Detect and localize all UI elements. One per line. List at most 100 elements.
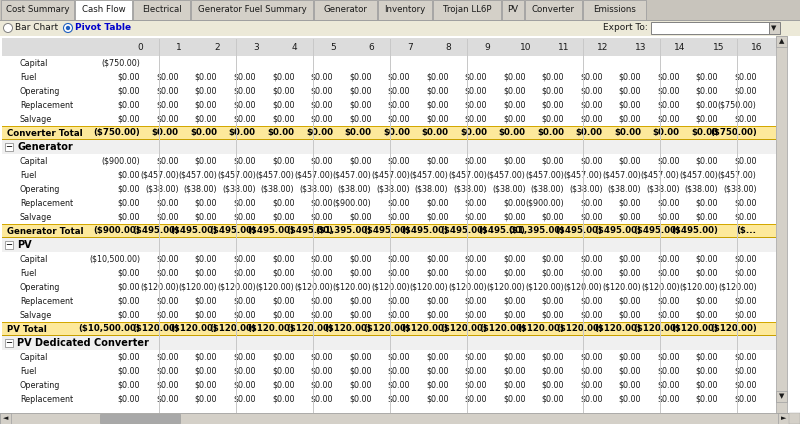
- Text: $0.00: $0.00: [618, 310, 641, 320]
- Text: $0.00: $0.00: [118, 86, 140, 95]
- Text: $0.00: $0.00: [310, 156, 333, 165]
- Text: ($495.00): ($495.00): [594, 226, 641, 235]
- Text: 13: 13: [635, 42, 647, 51]
- Text: ($120.00): ($120.00): [178, 282, 218, 292]
- Text: $0.00: $0.00: [696, 198, 718, 207]
- Bar: [2, 139, 776, 140]
- Text: $0.00: $0.00: [272, 268, 294, 277]
- Text: $0.00: $0.00: [195, 114, 218, 123]
- Text: $0.00: $0.00: [696, 100, 718, 109]
- Text: Replacement: Replacement: [20, 198, 73, 207]
- Text: Salvage: Salvage: [20, 310, 52, 320]
- Bar: [2, 237, 776, 238]
- Text: Converter Total: Converter Total: [7, 128, 82, 137]
- Text: ($120.00): ($120.00): [217, 282, 256, 292]
- Bar: [2, 280, 776, 294]
- Text: ($457.00): ($457.00): [526, 170, 564, 179]
- Text: $0.00: $0.00: [349, 296, 371, 306]
- Text: $0.00: $0.00: [657, 73, 680, 81]
- Text: $0.00: $0.00: [118, 73, 140, 81]
- Text: $0.00: $0.00: [156, 296, 178, 306]
- Text: PV Dedicated Converter: PV Dedicated Converter: [17, 338, 149, 348]
- Bar: [2, 196, 776, 210]
- Text: $0.00: $0.00: [349, 394, 371, 404]
- Text: $0.00: $0.00: [503, 394, 526, 404]
- Text: ($120.00): ($120.00): [718, 282, 757, 292]
- Bar: [776, 36, 787, 413]
- Text: $0.00: $0.00: [310, 86, 333, 95]
- Text: 0: 0: [138, 42, 143, 51]
- Text: 8: 8: [446, 42, 451, 51]
- Text: ($120.00): ($120.00): [256, 282, 294, 292]
- Text: ($750.00): ($750.00): [102, 59, 140, 67]
- Text: $0.00: $0.00: [118, 380, 140, 390]
- Text: $0.00: $0.00: [387, 254, 410, 263]
- Text: $0.00: $0.00: [310, 212, 333, 221]
- Bar: [776, 36, 787, 47]
- Text: $0.00: $0.00: [657, 86, 680, 95]
- Text: $0.00: $0.00: [580, 352, 602, 362]
- Bar: [2, 335, 776, 336]
- Text: $0.00: $0.00: [156, 380, 178, 390]
- Text: $0.00: $0.00: [503, 100, 526, 109]
- Text: $0.00: $0.00: [696, 268, 718, 277]
- Text: $0.00: $0.00: [542, 366, 564, 376]
- Text: $0.00: $0.00: [426, 86, 449, 95]
- Text: Bar Chart: Bar Chart: [15, 23, 58, 33]
- Text: $0.00: $0.00: [618, 156, 641, 165]
- Text: $0.00: $0.00: [195, 366, 218, 376]
- Text: Emissions: Emissions: [593, 6, 636, 14]
- Text: ($457.00): ($457.00): [371, 170, 410, 179]
- Text: ($38.00): ($38.00): [569, 184, 602, 193]
- Text: $0.00: $0.00: [310, 73, 333, 81]
- Text: $0.00: $0.00: [503, 380, 526, 390]
- Text: ($457.00): ($457.00): [718, 170, 757, 179]
- Bar: [2, 378, 776, 392]
- Text: $0.00: $0.00: [234, 100, 256, 109]
- Text: 3: 3: [253, 42, 258, 51]
- Text: $0.00: $0.00: [310, 366, 333, 376]
- Text: $0.00: $0.00: [696, 296, 718, 306]
- Text: $0.00: $0.00: [426, 296, 449, 306]
- Text: ($120.00): ($120.00): [248, 324, 294, 334]
- Text: ($750.00): ($750.00): [710, 128, 757, 137]
- Text: $0.00: $0.00: [118, 268, 140, 277]
- Text: $0.00: $0.00: [503, 198, 526, 207]
- Text: $0.00: $0.00: [465, 296, 487, 306]
- Text: $0.00: $0.00: [618, 380, 641, 390]
- Text: ($495.00): ($495.00): [671, 226, 718, 235]
- Text: $0.00: $0.00: [542, 212, 564, 221]
- Text: $0.00: $0.00: [195, 352, 218, 362]
- Text: ($38.00): ($38.00): [184, 184, 218, 193]
- Text: $0.00: $0.00: [118, 394, 140, 404]
- Text: 9: 9: [484, 42, 490, 51]
- Text: $0.00: $0.00: [195, 380, 218, 390]
- Text: $0.00: $0.00: [118, 212, 140, 221]
- Text: Export To:: Export To:: [603, 23, 648, 33]
- Text: ($38.00): ($38.00): [376, 184, 410, 193]
- Text: Salvage: Salvage: [20, 212, 52, 221]
- Text: $0.00: $0.00: [234, 156, 256, 165]
- Text: $0.00: $0.00: [734, 366, 757, 376]
- Text: Capital: Capital: [20, 254, 48, 263]
- Text: $0.00: $0.00: [657, 310, 680, 320]
- Text: $0.00: $0.00: [618, 212, 641, 221]
- Text: $0.00: $0.00: [195, 73, 218, 81]
- Text: $0.00: $0.00: [696, 114, 718, 123]
- Bar: [769, 22, 780, 34]
- Text: $0.00: $0.00: [657, 156, 680, 165]
- Text: $0.00: $0.00: [229, 128, 256, 137]
- Text: $0.00: $0.00: [503, 366, 526, 376]
- Text: $0.00: $0.00: [696, 86, 718, 95]
- Text: $0.00: $0.00: [657, 268, 680, 277]
- Text: ($457.00): ($457.00): [448, 170, 487, 179]
- Text: $0.00: $0.00: [272, 254, 294, 263]
- Text: ◄: ◄: [3, 416, 8, 421]
- Text: $0.00: $0.00: [156, 366, 178, 376]
- Text: 14: 14: [674, 42, 686, 51]
- Text: ($900.00): ($900.00): [526, 198, 564, 207]
- Text: ($120.00): ($120.00): [518, 324, 564, 334]
- Text: Generator Fuel Summary: Generator Fuel Summary: [198, 6, 306, 14]
- Text: 4: 4: [291, 42, 297, 51]
- Text: $0.00: $0.00: [272, 380, 294, 390]
